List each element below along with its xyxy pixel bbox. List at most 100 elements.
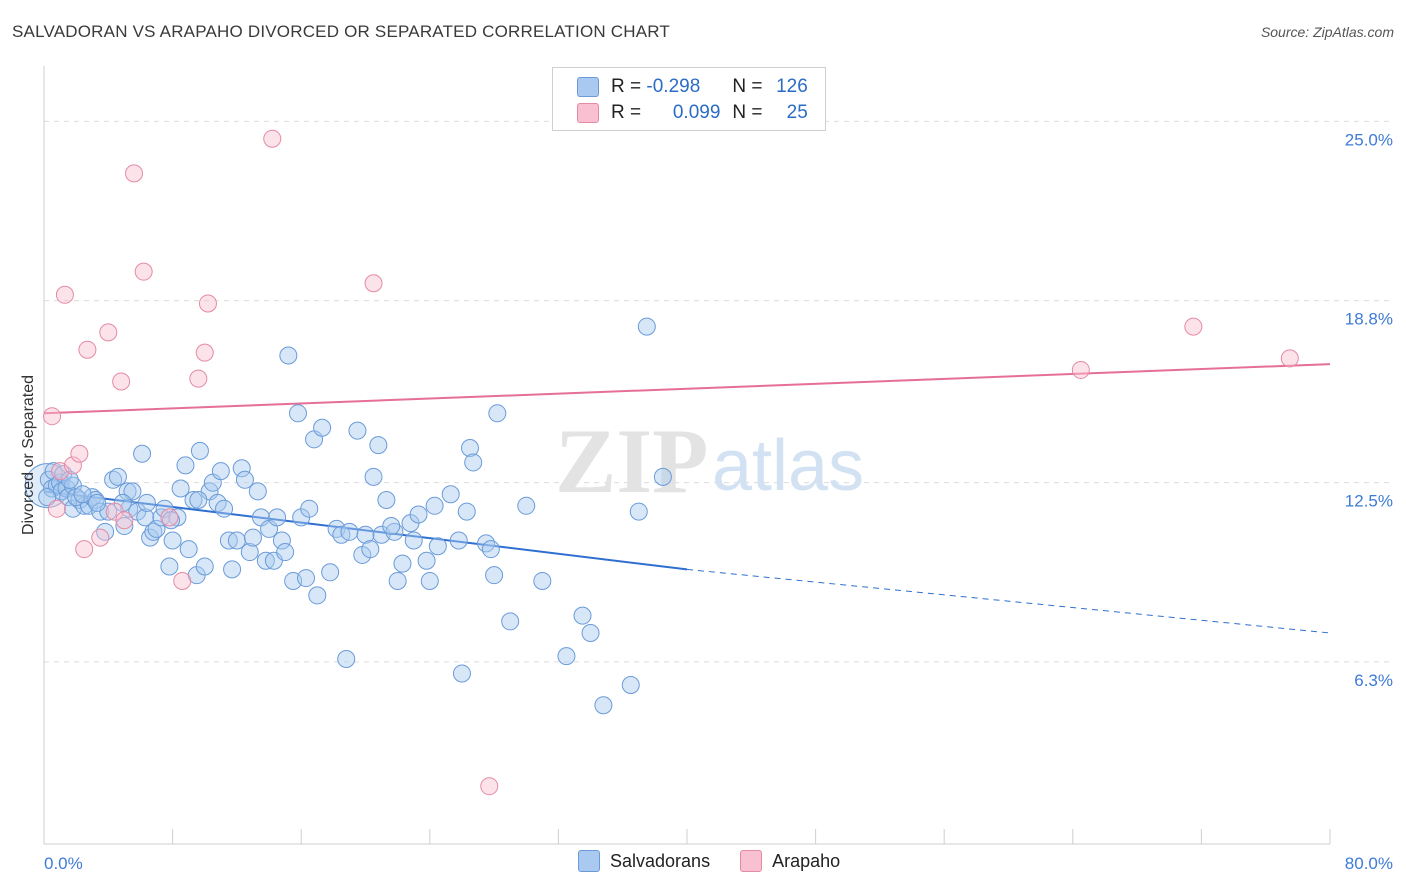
tick-labels: 6.3% 12.5% 18.8% 25.0% 0.0% 80.0% Divorced or … xyxy=(20,130,1393,873)
point-salvadoran xyxy=(409,505,428,524)
point-salvadoran xyxy=(163,531,182,550)
legend-n-value: 126 xyxy=(776,76,808,97)
point-salvadoran xyxy=(388,571,407,590)
point-salvadoran xyxy=(144,522,163,541)
point-arapaho xyxy=(364,274,383,293)
point-salvadoran xyxy=(215,499,234,518)
point-arapaho xyxy=(43,407,62,426)
trend-line-arapaho xyxy=(43,363,1331,415)
point-salvadoran xyxy=(123,482,142,501)
point-salvadoran xyxy=(361,540,380,559)
point-salvadoran xyxy=(268,508,287,527)
trend-line-salvadorans-projection xyxy=(686,568,1331,634)
y-tick-label: 6.3% xyxy=(1354,671,1393,690)
point-arapaho xyxy=(99,323,118,342)
point-salvadoran xyxy=(637,317,656,336)
source-label: Source: ZipAtlas.com xyxy=(1260,24,1394,40)
point-salvadoran xyxy=(235,470,254,489)
point-salvadoran xyxy=(594,696,613,715)
point-salvadoran xyxy=(288,404,307,423)
point-arapaho xyxy=(160,508,179,527)
point-arapaho xyxy=(78,340,97,359)
gridlines xyxy=(44,120,1392,663)
point-arapaho xyxy=(263,129,282,148)
point-salvadoran xyxy=(337,650,356,669)
point-salvadoran xyxy=(393,554,412,573)
point-arapaho xyxy=(115,511,134,530)
point-salvadoran xyxy=(377,491,396,510)
legend-r-value: -0.298 xyxy=(646,76,701,97)
point-salvadoran xyxy=(449,531,468,550)
point-salvadoran xyxy=(485,566,504,585)
point-salvadoran xyxy=(425,496,444,515)
point-arapaho xyxy=(189,369,208,388)
point-arapaho xyxy=(134,262,153,281)
point-arapaho xyxy=(55,285,74,304)
point-salvadoran xyxy=(73,485,92,504)
series-label: Arapaho xyxy=(772,850,841,871)
point-salvadoran xyxy=(179,540,198,559)
point-salvadoran xyxy=(501,612,520,631)
point-salvadoran xyxy=(517,496,536,515)
point-salvadoran xyxy=(136,508,155,527)
point-salvadoran xyxy=(404,531,423,550)
point-arapaho xyxy=(195,343,214,362)
point-salvadoran xyxy=(160,557,179,576)
point-arapaho xyxy=(47,499,66,518)
point-salvadoran xyxy=(108,467,127,486)
point-salvadoran xyxy=(417,551,436,570)
y-tick-label: 18.8% xyxy=(1345,310,1393,329)
point-salvadoran xyxy=(460,438,479,457)
point-salvadoran xyxy=(364,467,383,486)
point-salvadoran xyxy=(147,519,166,538)
series-legend-arapaho: Arapaho xyxy=(740,850,840,872)
legend-row-arapaho: R = 0.099 N = 25 xyxy=(577,101,808,125)
point-salvadoran xyxy=(232,459,251,478)
point-arapaho xyxy=(70,444,89,463)
point-arapaho xyxy=(125,164,144,183)
swatch-salvadorans xyxy=(578,850,600,872)
swatch-arapaho xyxy=(740,850,763,872)
point-salvadoran xyxy=(369,436,388,455)
point-arapaho xyxy=(1184,317,1203,336)
point-salvadoran xyxy=(300,499,319,518)
series-legend-salvadorans: Salvadorans xyxy=(578,850,710,872)
point-salvadoran xyxy=(464,453,483,472)
point-salvadoran xyxy=(457,502,476,521)
point-salvadoran xyxy=(573,606,592,625)
y-axis-label: Divorced or Separated xyxy=(20,375,37,535)
point-arapaho xyxy=(480,777,499,796)
point-salvadoran xyxy=(133,444,152,463)
point-arapaho xyxy=(1280,349,1299,368)
legend-row-salvadorans: R = -0.298 N = 126 xyxy=(577,75,808,99)
point-arapaho xyxy=(91,528,110,547)
point-salvadoran xyxy=(184,491,203,510)
point-salvadoran xyxy=(223,560,242,579)
point-salvadoran xyxy=(272,531,291,550)
data-points xyxy=(24,129,1299,796)
point-salvadoran xyxy=(171,479,190,498)
point-salvadoran xyxy=(441,485,460,504)
point-salvadoran xyxy=(321,563,340,582)
point-salvadoran xyxy=(420,571,439,590)
legend-r-label: R = xyxy=(611,102,642,123)
point-salvadoran xyxy=(155,499,174,518)
point-salvadoran xyxy=(176,456,195,475)
point-salvadoran xyxy=(243,528,262,547)
point-arapaho xyxy=(173,571,192,590)
watermark-atlas: atlas xyxy=(712,426,864,506)
point-salvadoran xyxy=(313,418,332,437)
point-salvadoran xyxy=(385,522,404,541)
legend-swatch-pink xyxy=(577,103,599,123)
point-salvadoran xyxy=(340,522,359,541)
watermark-zip: ZIP xyxy=(555,410,708,512)
point-salvadoran xyxy=(621,676,640,695)
point-salvadoran xyxy=(581,623,600,642)
point-salvadoran xyxy=(348,421,367,440)
watermark: ZIP atlas xyxy=(555,410,864,512)
point-salvadoran xyxy=(190,441,209,460)
point-salvadoran xyxy=(297,569,316,588)
point-salvadoran xyxy=(382,517,401,536)
point-salvadoran xyxy=(452,664,471,683)
